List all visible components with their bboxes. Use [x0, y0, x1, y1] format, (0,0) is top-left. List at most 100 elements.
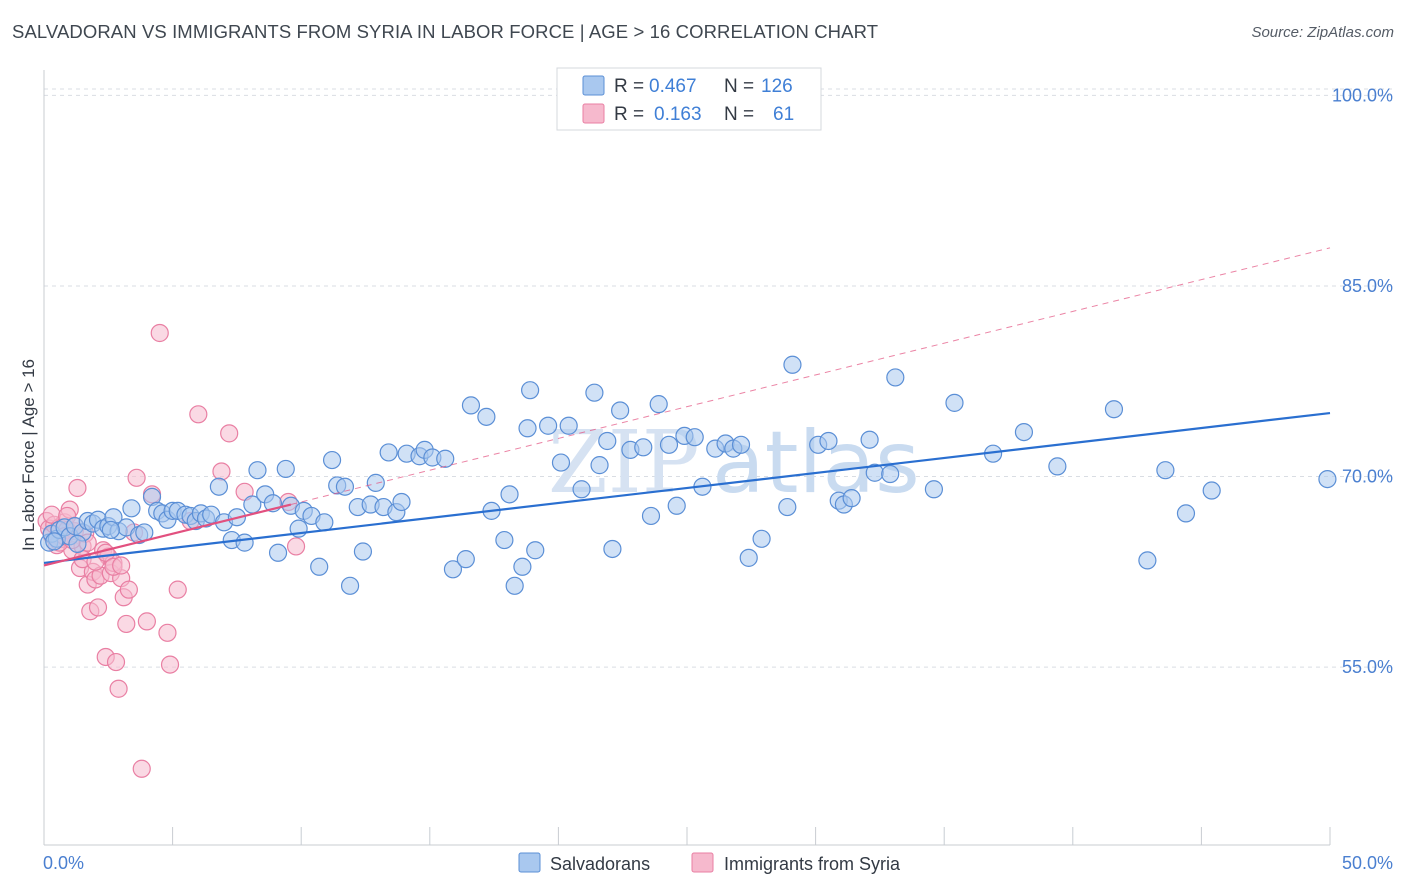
data-point-syria: [168, 580, 187, 599]
data-point-syria: [106, 652, 126, 672]
data-point-salvadorans: [1318, 469, 1337, 489]
legend-n-label-1: N =: [724, 76, 754, 97]
legend-r-label-2: R =: [614, 104, 644, 125]
data-point-salvadorans: [590, 456, 609, 475]
data-point-salvadorans: [572, 480, 591, 499]
data-point-salvadorans: [945, 393, 964, 412]
data-point-salvadorans: [310, 557, 329, 576]
data-point-salvadorans: [322, 450, 342, 470]
data-point-salvadorans: [819, 431, 838, 451]
gridlines: [44, 88, 1393, 668]
data-point-salvadorans: [1156, 461, 1175, 480]
data-point-salvadorans: [585, 383, 604, 402]
data-point-salvadorans: [1014, 422, 1034, 442]
data-point-salvadorans: [1138, 551, 1157, 570]
data-point-salvadorans: [685, 428, 704, 447]
bottom-legend-label-syria: Immigrants from Syria: [724, 854, 901, 874]
data-point-syria: [220, 424, 239, 443]
data-point-salvadorans: [659, 435, 679, 454]
data-point-salvadorans: [518, 419, 537, 438]
data-point-salvadorans: [1104, 400, 1124, 419]
data-point-salvadorans: [461, 396, 481, 415]
data-point-salvadorans: [276, 459, 295, 479]
legend-swatch-syria: [582, 103, 605, 124]
x-tick-label-max: 50.0%: [1342, 853, 1393, 873]
data-point-salvadorans: [500, 485, 519, 504]
data-point-syria: [212, 462, 231, 481]
source-credit: Source: ZipAtlas.com: [1251, 24, 1394, 41]
legend-n-value-1: 126: [761, 76, 793, 97]
axes: [43, 70, 1331, 846]
data-point-salvadorans: [667, 496, 686, 515]
data-point-salvadorans: [559, 416, 578, 435]
data-point-salvadorans: [68, 534, 87, 553]
data-point-salvadorans: [101, 520, 120, 540]
data-point-salvadorans: [842, 489, 861, 508]
data-point-syria: [109, 679, 128, 698]
series-salvadorans-points: [40, 355, 1337, 595]
data-point-syria: [189, 405, 208, 424]
data-point-syria: [117, 614, 136, 634]
data-point-salvadorans: [443, 560, 463, 579]
y-axis-title: In Labor Force | Age > 16: [19, 359, 38, 551]
data-point-salvadorans: [739, 548, 758, 567]
data-point-salvadorans: [603, 539, 622, 559]
data-point-salvadorans: [45, 532, 64, 551]
data-point-salvadorans: [886, 368, 905, 387]
data-point-salvadorans: [649, 395, 668, 414]
data-point-salvadorans: [1048, 457, 1067, 476]
data-point-syria: [88, 598, 108, 617]
trend-line-syria: [43, 503, 292, 567]
data-point-salvadorans: [340, 576, 360, 595]
trend-lines: [43, 247, 1331, 567]
data-point-salvadorans: [513, 557, 532, 576]
y-tick-label: 85.0%: [1342, 276, 1393, 296]
data-point-salvadorans: [551, 453, 571, 472]
data-point-salvadorans: [924, 480, 944, 499]
data-point-salvadorans: [634, 438, 653, 457]
data-point-syria: [68, 478, 87, 498]
data-point-salvadorans: [778, 497, 797, 517]
x-tick-label-min: 0.0%: [43, 853, 84, 873]
legend-swatch-salvadorans: [582, 75, 605, 96]
data-point-syria: [286, 537, 306, 556]
data-point-salvadorans: [1202, 481, 1221, 500]
bottom-legend-label-salvadorans: Salvadorans: [550, 854, 650, 874]
data-point-salvadorans: [366, 473, 385, 493]
data-point-salvadorans: [860, 430, 879, 449]
data-point-syria: [158, 623, 177, 642]
data-point-salvadorans: [539, 416, 558, 435]
data-point-salvadorans: [641, 506, 661, 526]
data-point-salvadorans: [353, 542, 373, 561]
data-point-syria: [137, 612, 156, 631]
data-point-salvadorans: [526, 541, 545, 560]
data-point-salvadorans: [209, 477, 228, 496]
top-legend: R = 0.467 N = 126 R = 0.163 N = 61: [556, 67, 822, 131]
legend-r-label-1: R =: [614, 76, 644, 97]
data-point-salvadorans: [392, 492, 411, 512]
data-point-salvadorans: [315, 513, 334, 532]
bottom-legend-swatch-salvadorans: [518, 852, 541, 873]
legend-r-value-1: 0.467: [649, 76, 697, 97]
data-point-salvadorans: [335, 477, 355, 496]
data-point-syria: [132, 759, 151, 778]
data-point-salvadorans: [436, 449, 455, 468]
data-point-salvadorans: [783, 355, 802, 374]
data-point-salvadorans: [122, 499, 141, 518]
legend-n-label-2: N =: [724, 104, 754, 125]
data-point-salvadorans: [521, 381, 540, 400]
data-point-salvadorans: [456, 550, 475, 569]
chart-title: SALVADORAN VS IMMIGRANTS FROM SYRIA IN L…: [12, 21, 879, 42]
data-point-syria: [150, 323, 169, 343]
watermark-atlas: atlas: [712, 413, 920, 513]
legend-n-value-2: 61: [773, 104, 794, 125]
data-point-salvadorans: [248, 461, 267, 480]
y-tick-label: 100.0%: [1332, 85, 1393, 105]
data-point-syria: [160, 655, 180, 674]
data-point-syria: [112, 556, 131, 575]
data-point-salvadorans: [598, 431, 617, 451]
bottom-legend: Salvadorans Immigrants from Syria: [518, 852, 901, 874]
data-point-salvadorans: [235, 533, 254, 552]
data-point-salvadorans: [881, 464, 900, 484]
